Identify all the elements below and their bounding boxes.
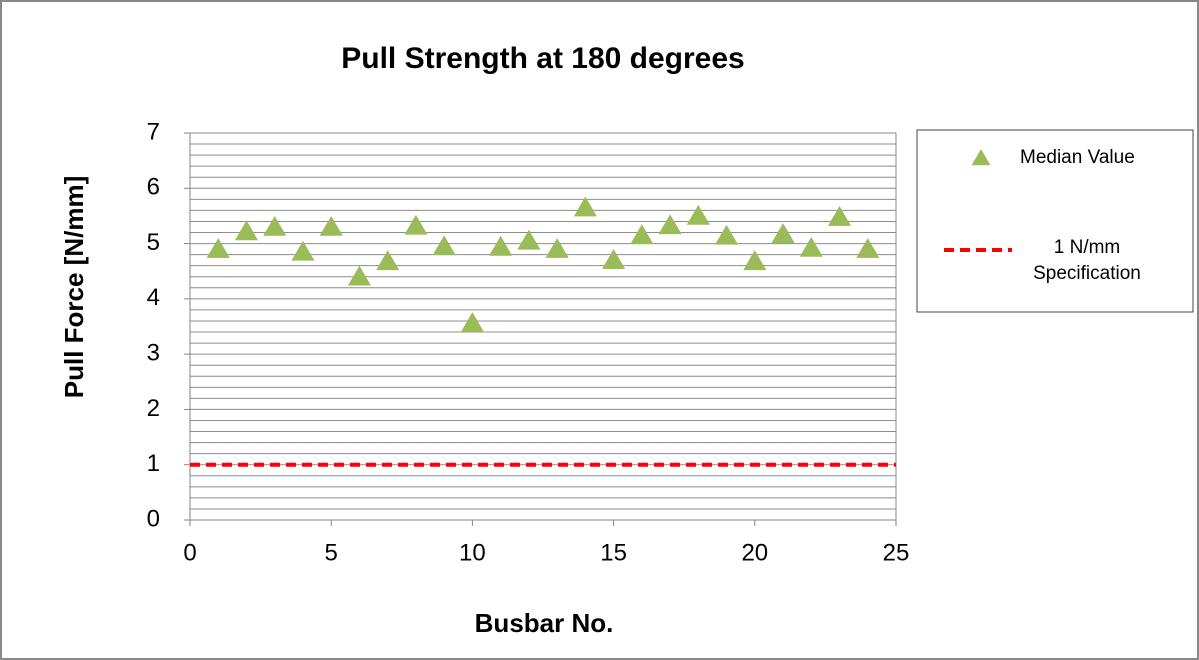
data-point [234, 220, 259, 241]
data-point [827, 206, 852, 226]
data-point [404, 214, 428, 235]
y-tick-label: 1 [147, 450, 160, 477]
y-tick-label: 7 [147, 118, 160, 145]
data-point [545, 238, 569, 258]
data-point [460, 312, 484, 332]
data-point [715, 224, 739, 245]
y-tick-label: 0 [147, 505, 160, 532]
x-tick-label: 10 [459, 539, 486, 566]
legend-label: 1 N/mm Specification [1033, 237, 1141, 284]
data-point [771, 223, 795, 243]
legend-marker [971, 149, 991, 166]
data-point [376, 250, 400, 271]
data-point [291, 240, 315, 261]
data-point [602, 249, 626, 269]
data-point [799, 236, 823, 257]
x-tick-label: 0 [183, 539, 196, 566]
data-point [432, 235, 456, 256]
data-point [743, 250, 767, 271]
y-axis-label: Pull Force [N/mm] [59, 176, 89, 398]
data-point [630, 224, 654, 245]
chart-title: Pull Strength at 180 degrees [341, 42, 744, 75]
x-tick-label: 20 [741, 539, 768, 566]
x-tick-label: 15 [600, 539, 627, 566]
data-point [658, 214, 682, 235]
legend-box [916, 129, 1194, 313]
y-tick-label: 4 [147, 284, 160, 311]
y-tick-label: 3 [147, 339, 160, 366]
data-point [319, 215, 343, 236]
data-point [573, 196, 597, 217]
data-point [686, 204, 710, 225]
y-tick-label: 2 [147, 395, 160, 422]
data-point [206, 238, 230, 258]
y-tick-label: 6 [147, 174, 160, 201]
legend-label: Median Value [1020, 147, 1135, 168]
x-axis-label: Busbar No. [475, 608, 614, 638]
y-tick-label: 5 [147, 229, 160, 256]
x-tick-label: 25 [883, 539, 910, 566]
data-point [517, 229, 541, 250]
data-point [489, 235, 513, 256]
x-tick-label: 5 [325, 539, 338, 566]
data-point [263, 215, 287, 236]
data-point [856, 238, 880, 258]
data-point [347, 265, 371, 286]
